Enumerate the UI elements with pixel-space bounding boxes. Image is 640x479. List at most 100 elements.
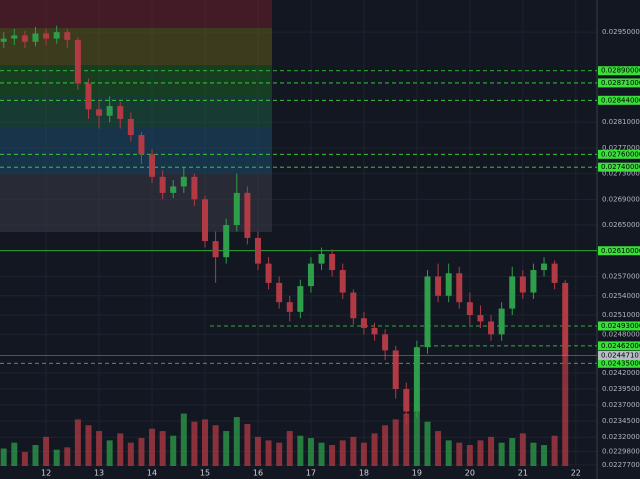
volume-bar [117, 433, 124, 466]
volume-bar [318, 442, 325, 466]
zone [0, 28, 272, 65]
candle-body [551, 263, 558, 283]
volume-bar [445, 440, 452, 466]
volume-bar [233, 417, 240, 466]
candle-body [223, 225, 230, 258]
candle-body [180, 176, 187, 187]
x-tick-label: 22 [571, 469, 581, 478]
volume-bar [488, 436, 495, 466]
volume-bar [498, 442, 505, 466]
volume-bar [307, 438, 314, 466]
candle-body [0, 38, 7, 42]
candle-body [350, 292, 357, 319]
candle-body [202, 199, 209, 242]
x-tick-label: 15 [200, 469, 210, 478]
volume-bar [509, 438, 516, 466]
zone [0, 0, 272, 28]
candle-body [21, 35, 28, 42]
volume-bar [530, 442, 537, 466]
volume-bar [276, 442, 283, 466]
candle-body [159, 176, 166, 193]
volume-bar [562, 355, 569, 466]
volume-bar [477, 440, 484, 466]
volume-bar [350, 436, 357, 466]
volume-bar [223, 431, 230, 466]
level-label: 0.02871000 [601, 79, 640, 87]
volume-bar [85, 425, 92, 466]
x-tick-label: 14 [147, 469, 157, 478]
candle-body [74, 39, 81, 84]
volume-bar [329, 445, 336, 466]
zone [0, 128, 272, 173]
x-tick-label: 21 [518, 469, 528, 478]
level-tag [598, 78, 640, 88]
candle-body [382, 334, 389, 351]
volume-bar [32, 445, 39, 466]
level-label: 0.02740000 [601, 163, 640, 171]
x-tick-label: 13 [94, 469, 104, 478]
x-tick-label: 18 [359, 469, 369, 478]
level-label: 0.02890000 [601, 67, 640, 75]
x-tick-label: 12 [41, 469, 51, 478]
volume-bar [403, 413, 410, 466]
volume-bar [339, 440, 346, 466]
candle-body [64, 32, 71, 40]
candle-body [466, 302, 473, 316]
candle-body [191, 176, 198, 200]
x-tick-label: 20 [465, 469, 475, 478]
level-tag [598, 246, 640, 256]
level-label: 0.02462000 [601, 342, 640, 350]
candle-body [498, 308, 505, 335]
volume-bar [64, 447, 71, 466]
volume-bar [74, 419, 81, 466]
candle-body [286, 302, 293, 312]
volume-bar [180, 413, 187, 466]
volume-bar [551, 435, 558, 466]
y-tick-label: 0.02277000 [602, 461, 640, 469]
candle-body [53, 32, 60, 39]
volume-bar [11, 442, 18, 466]
level-tag [598, 358, 640, 368]
candle-body [233, 192, 240, 226]
candle-body [403, 388, 410, 412]
candle-body [11, 35, 18, 39]
candle-body [562, 282, 569, 356]
candle-body [43, 33, 50, 39]
candle-body [254, 237, 261, 264]
volume [0, 355, 569, 466]
volume-bar [265, 440, 272, 466]
level-tag [598, 321, 640, 331]
candle-body [117, 106, 124, 119]
volume-bar [371, 433, 378, 466]
level-label: 0.02610000 [601, 247, 640, 255]
volume-bar [138, 438, 145, 466]
candle-body [85, 83, 92, 110]
volume-bar [424, 421, 431, 466]
last-price-tag [598, 350, 640, 360]
candle-body [488, 321, 495, 335]
volume-bar [286, 431, 293, 466]
volume-bar [191, 421, 198, 466]
level-tag [598, 66, 640, 76]
level-label: 0.02493000 [601, 322, 640, 330]
zone [0, 173, 272, 232]
last-price-label: 0.02447101 [601, 351, 640, 359]
volume-bar [392, 419, 399, 466]
volume-bar [212, 425, 219, 466]
candle-body [307, 263, 314, 287]
candle-body [329, 253, 336, 271]
